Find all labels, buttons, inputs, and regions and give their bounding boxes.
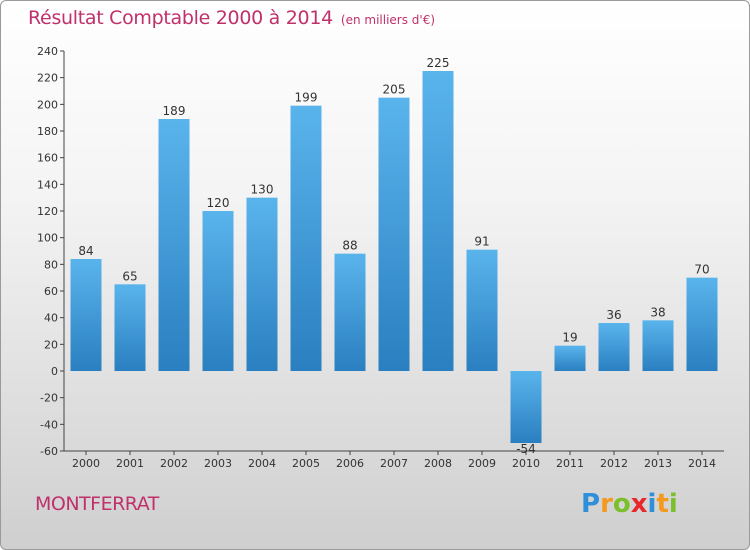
- bar-2007: [378, 97, 410, 372]
- axes: -60 -40 -20 0 20 40 60 80 100 120 140 160 180 200 220 2…: [37, 45, 724, 470]
- value-label-2010: -54: [516, 442, 536, 456]
- bar-2013: [642, 320, 674, 371]
- value-label-2014: 70: [694, 263, 709, 277]
- x-tick-label: 2011: [556, 457, 584, 470]
- value-labels: 84 65 189 120 130 199 88 205 225 91 -54 19 36 38 70: [78, 56, 709, 456]
- proxiti-logo[interactable]: Proxiti: [581, 489, 678, 519]
- logo-letter: P: [581, 489, 601, 519]
- value-label-2006: 88: [342, 239, 357, 253]
- bar-2009: [466, 249, 498, 371]
- value-label-2005: 199: [295, 91, 318, 105]
- y-tick-label: 0: [51, 365, 58, 378]
- x-tick-label: 2012: [600, 457, 628, 470]
- logo-letter: t: [656, 489, 669, 519]
- value-label-2002: 189: [163, 104, 186, 118]
- y-tick-label: 80: [44, 258, 58, 271]
- x-tick-label: 2013: [644, 457, 672, 470]
- y-tick-label: -60: [40, 445, 58, 458]
- bar-2012: [598, 323, 630, 371]
- value-label-2001: 65: [122, 269, 137, 283]
- y-tick-label: -20: [40, 392, 58, 405]
- bar-2002: [158, 119, 190, 371]
- logo-letter: i: [647, 489, 657, 519]
- y-tick-label: 240: [37, 45, 58, 58]
- value-label-2003: 120: [207, 196, 230, 210]
- value-label-2012: 36: [606, 308, 621, 322]
- x-tick-label: 2000: [72, 457, 100, 470]
- logo-letter: r: [600, 489, 613, 519]
- value-label-2004: 130: [251, 183, 274, 197]
- y-tick-label: 140: [37, 178, 58, 191]
- y-tick-label: 180: [37, 125, 58, 138]
- logo-letter: i: [668, 489, 678, 519]
- bar-2006: [334, 253, 366, 371]
- x-tick-label: 2005: [292, 457, 320, 470]
- bar-2001: [114, 284, 146, 371]
- x-tick-label: 2010: [512, 457, 540, 470]
- bar-2003: [202, 211, 234, 371]
- x-tick-label: 2004: [248, 457, 276, 470]
- bar-2008: [422, 71, 454, 371]
- bar-2004: [246, 197, 278, 371]
- bars: [70, 71, 718, 443]
- chart-title: Résultat Comptable 2000 à 2014: [28, 7, 333, 29]
- y-tick-label: 60: [44, 285, 58, 298]
- bar-2010: [510, 371, 542, 443]
- y-tick-label: 40: [44, 312, 58, 325]
- bar-2005: [290, 105, 322, 372]
- value-label-2013: 38: [650, 305, 665, 319]
- y-tick-label: -40: [40, 418, 58, 431]
- y-tick-label: 200: [37, 98, 58, 111]
- commune-name: MONTFERRAT: [35, 493, 159, 515]
- logo-letter: x: [630, 489, 648, 519]
- y-tick-label: 20: [44, 338, 58, 351]
- x-tick-label: 2007: [380, 457, 408, 470]
- bar-2011: [554, 345, 586, 371]
- bar-2000: [70, 259, 102, 371]
- y-tick-label: 100: [37, 232, 58, 245]
- x-tick-label: 2006: [336, 457, 364, 470]
- value-label-2008: 225: [427, 56, 450, 70]
- x-tick-label: 2009: [468, 457, 496, 470]
- title-row: Résultat Comptable 2000 à 2014 (en millie…: [28, 7, 435, 29]
- value-label-2000: 84: [78, 244, 93, 258]
- logo-letter: o: [612, 489, 631, 519]
- x-tick-label: 2001: [116, 457, 144, 470]
- y-tick-label: 120: [37, 205, 58, 218]
- x-tick-label: 2003: [204, 457, 232, 470]
- chart-subtitle: (en milliers d'€): [340, 13, 436, 27]
- y-tick-label: 160: [37, 152, 58, 165]
- value-label-2011: 19: [562, 331, 577, 345]
- y-tick-label: 220: [37, 72, 58, 85]
- x-tick-label: 2002: [160, 457, 188, 470]
- value-label-2007: 205: [383, 83, 406, 97]
- x-tick-label: 2014: [688, 457, 716, 470]
- x-tick-label: 2008: [424, 457, 452, 470]
- value-label-2009: 91: [474, 235, 489, 249]
- bar-2014: [686, 277, 718, 371]
